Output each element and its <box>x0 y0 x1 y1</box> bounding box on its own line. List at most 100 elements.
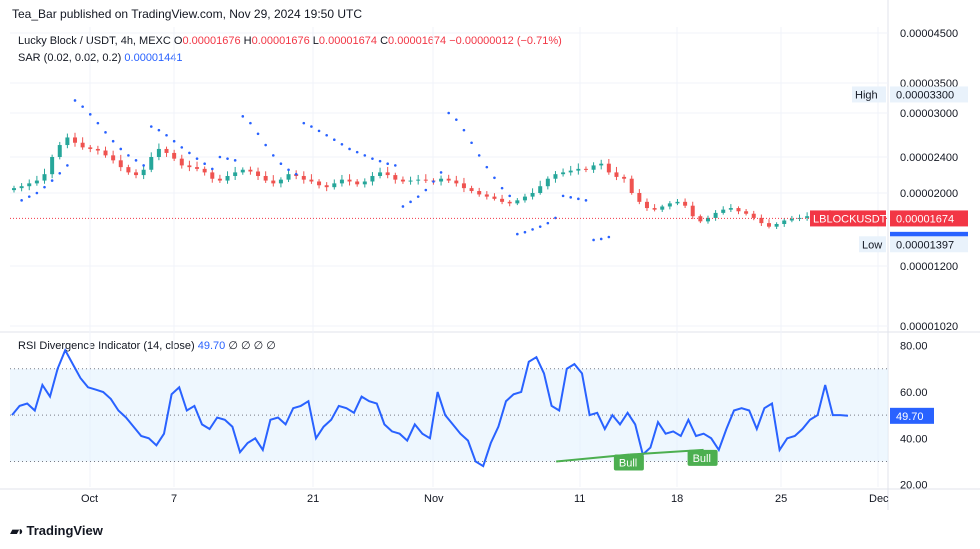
candle-body <box>446 178 451 181</box>
candle-body <box>233 172 238 176</box>
candle-body <box>583 168 588 170</box>
price-value-tag-text: 0.00001397 <box>896 239 954 251</box>
sar-dot <box>394 164 397 167</box>
candle-body <box>301 175 306 180</box>
price-tick-label: 0.00001200 <box>900 261 958 273</box>
sar-dot <box>508 194 512 198</box>
symbol-name[interactable]: Lucky Block / USDT, 4h, MEXC <box>18 35 171 47</box>
ohlc-low-label: L <box>312 35 319 47</box>
sar-dot <box>424 188 428 192</box>
candle-body <box>240 169 245 173</box>
sar-legend[interactable]: SAR (0.02, 0.02, 0.2) 0.00001441 <box>18 52 183 64</box>
sar-dot <box>58 171 62 175</box>
candle-body <box>95 148 100 151</box>
sar-dot <box>96 121 100 125</box>
sar-dot <box>210 167 214 171</box>
candle-body <box>461 183 466 189</box>
sar-dot <box>523 230 527 234</box>
candle-body <box>522 196 527 201</box>
price-label-tag-text: High <box>855 89 878 101</box>
bull-label-text: Bull <box>693 453 711 465</box>
sar-dot <box>88 113 92 116</box>
candle-body <box>195 167 200 169</box>
candle-body <box>515 200 520 204</box>
candle-body <box>362 181 367 185</box>
sar-dot <box>493 176 496 180</box>
candle-body <box>202 168 207 173</box>
sar-dot <box>134 159 138 162</box>
sar-dot <box>279 162 283 165</box>
rsi-legend[interactable]: RSI Divergence Indicator (14, close) 49.… <box>18 339 276 352</box>
rsi-extras: ∅ ∅ ∅ ∅ <box>228 340 276 352</box>
candle-body <box>744 211 749 214</box>
sar-dot <box>233 159 237 162</box>
candle-body <box>782 220 787 224</box>
candle-body <box>652 208 657 210</box>
sar-dot <box>218 155 222 159</box>
candle-body <box>439 178 444 182</box>
rsi-tick-label: 80.00 <box>900 341 928 353</box>
symbol-name-tag-text: LBLOCKUSDT <box>813 213 887 225</box>
sar-dot <box>66 164 69 167</box>
candle-body <box>805 216 810 218</box>
ohlc-high-label: H <box>243 35 252 47</box>
candle-body <box>103 150 108 156</box>
candle-body <box>492 196 497 199</box>
sar-dot <box>386 162 389 165</box>
candle-body <box>675 201 680 204</box>
candle-body <box>500 198 505 202</box>
sar-dot <box>477 154 481 157</box>
candle-body <box>553 174 558 179</box>
ohlc-low: 0.00001674 <box>318 35 378 47</box>
sar-dot <box>35 191 39 195</box>
ohlc-close-label: C <box>380 35 389 47</box>
bull-label-text: Bull <box>619 458 637 470</box>
price-value-tag <box>890 86 968 103</box>
candle-body <box>713 212 718 218</box>
symbol-legend: Lucky Block / USDT, 4h, MEXC O0.00001676… <box>18 35 562 47</box>
bull-label-box <box>613 454 644 471</box>
candle-body <box>370 175 375 182</box>
candle-body <box>271 180 276 184</box>
price-label-tag-text: Low <box>862 239 882 251</box>
time-tick-label: 11 <box>574 493 585 505</box>
sar-dot <box>104 131 107 134</box>
price-value-tag-text: 0.00003300 <box>896 89 954 101</box>
candle-body <box>721 209 726 213</box>
price-tick-label: 0.00002400 <box>900 152 958 164</box>
candle-body <box>561 172 566 175</box>
sar-dot <box>416 195 420 198</box>
candle-body <box>187 165 192 168</box>
candle-body <box>400 179 405 182</box>
candle-body <box>599 163 604 166</box>
sar-dot <box>119 147 123 151</box>
candle-body <box>19 186 24 189</box>
ohlc-high: 0.00001676 <box>251 35 310 47</box>
sar-dot <box>165 133 168 137</box>
candle-body <box>355 181 360 185</box>
candle-body <box>683 201 688 206</box>
sar-dot <box>462 128 466 132</box>
tradingview-logo[interactable]: ▰◗ TradingView <box>10 523 103 538</box>
candle-body <box>637 193 642 202</box>
sar-dot <box>432 180 435 183</box>
candle-body <box>789 218 794 221</box>
sar-dot <box>546 221 550 225</box>
sar-dot <box>340 142 344 146</box>
ohlc-change: −0.00000012 (−0.71%) <box>449 35 562 47</box>
symbol-name-tag <box>810 210 886 227</box>
candle-body <box>347 179 352 182</box>
sar-dot <box>27 195 31 198</box>
tradingview-logo-icon: ▰◗ <box>10 523 25 538</box>
candle-body <box>606 163 611 173</box>
sar-label: SAR (0.02, 0.02, 0.2) <box>18 52 122 64</box>
candle-body <box>309 179 314 182</box>
sar-dot <box>561 194 565 198</box>
price-value-tag <box>890 210 968 227</box>
time-tick-label: Nov <box>424 493 444 505</box>
candle-body <box>88 147 93 149</box>
sar-dot <box>439 171 443 174</box>
sar-dot <box>188 151 191 155</box>
candle-body <box>324 185 329 188</box>
